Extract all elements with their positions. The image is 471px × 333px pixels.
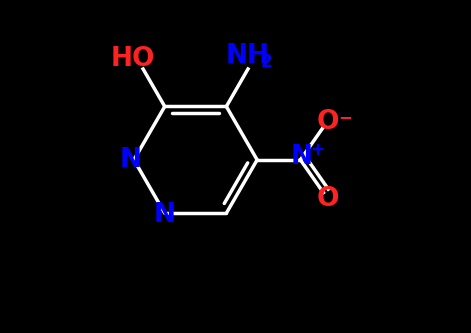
Text: 2: 2: [260, 53, 272, 71]
Text: N: N: [120, 147, 142, 173]
Text: NH: NH: [226, 43, 270, 69]
Text: N: N: [291, 144, 313, 169]
Text: N: N: [154, 202, 176, 228]
Text: +: +: [310, 141, 324, 159]
Text: O: O: [317, 109, 340, 135]
Text: O: O: [317, 186, 340, 212]
Text: −: −: [338, 108, 352, 126]
Text: HO: HO: [111, 46, 155, 72]
